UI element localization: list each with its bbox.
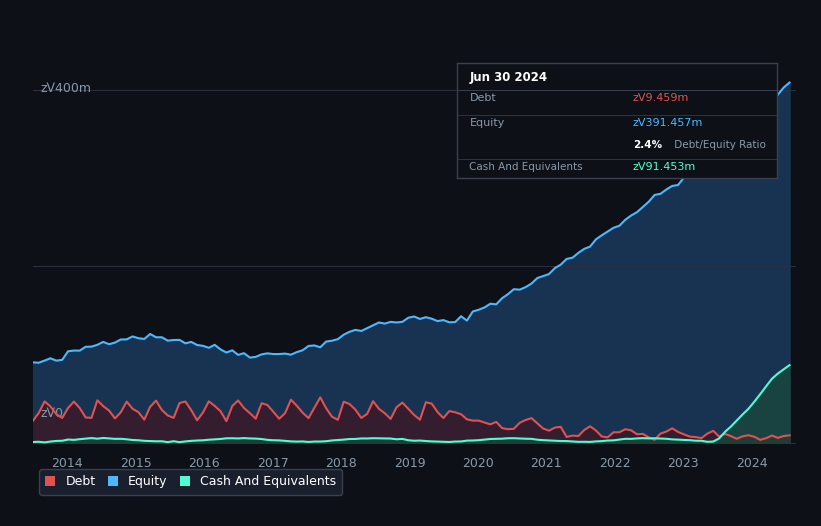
Text: 2.4%: 2.4%	[633, 140, 662, 150]
Text: zᐯ0: zᐯ0	[40, 407, 63, 420]
Text: Equity: Equity	[470, 118, 505, 128]
Text: Jun 30 2024: Jun 30 2024	[470, 71, 548, 84]
Text: zᐯ391.457m: zᐯ391.457m	[633, 118, 704, 128]
Text: Cash And Equivalents: Cash And Equivalents	[470, 162, 583, 172]
Text: zᐯ9.459m: zᐯ9.459m	[633, 93, 690, 103]
Text: Debt: Debt	[470, 93, 496, 103]
Text: Debt/Equity Ratio: Debt/Equity Ratio	[672, 140, 766, 150]
Legend: Debt, Equity, Cash And Equivalents: Debt, Equity, Cash And Equivalents	[39, 469, 342, 494]
Text: zᐯ91.453m: zᐯ91.453m	[633, 162, 696, 172]
Text: zᐯ400m: zᐯ400m	[40, 82, 91, 95]
